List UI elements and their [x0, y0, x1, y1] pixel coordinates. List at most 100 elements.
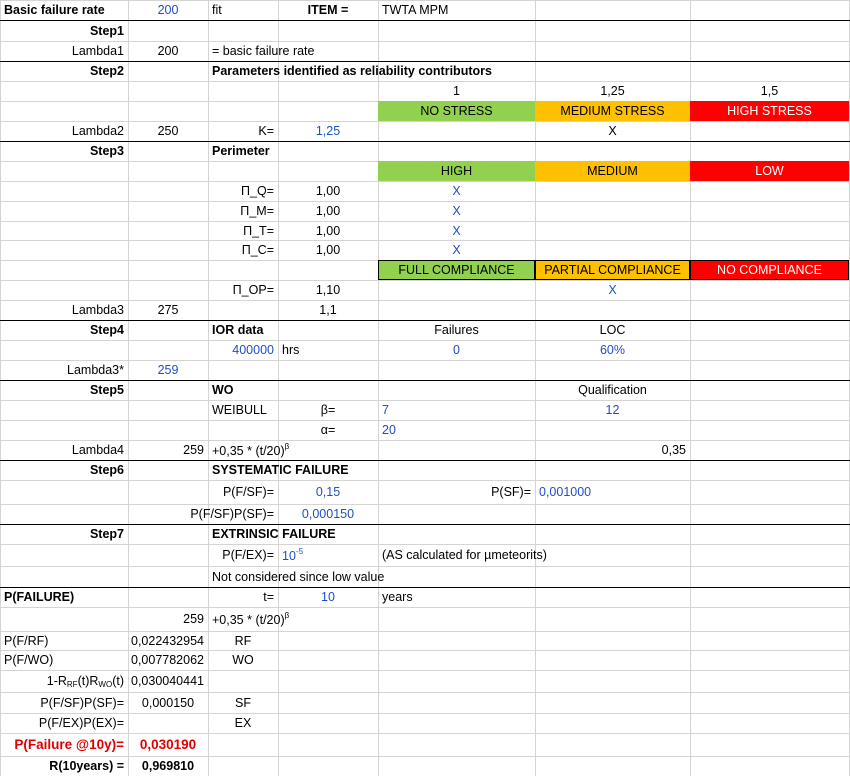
cell: Qualification — [535, 380, 690, 400]
cell: 10 — [278, 587, 378, 607]
cell: 12 — [535, 400, 690, 420]
cell-text: P(F/EX)P(EX)= — [38, 716, 124, 730]
cell: RF — [208, 631, 278, 650]
cell-text: Π_OP= — [232, 283, 274, 297]
cell: α= — [278, 420, 378, 440]
cell-text: = basic failure rate — [212, 44, 315, 58]
grid-line — [0, 480, 850, 481]
cell: P(FAILURE) — [0, 587, 128, 607]
cell-text: 1,25 — [600, 84, 625, 98]
cell: P(F/SF)P(SF)= — [0, 692, 128, 713]
cell-text: NO STRESS — [420, 104, 493, 118]
cell-text: 12 — [605, 403, 620, 417]
cell-text: (t) — [112, 673, 124, 688]
cell: LOC — [535, 320, 690, 340]
cell: Step4 — [0, 320, 128, 340]
cell: TWTA MPM — [378, 0, 535, 20]
cell-text: R(10years) = — [49, 759, 124, 773]
grid-line — [690, 0, 691, 776]
cell: t= — [208, 587, 278, 607]
section-border — [0, 141, 850, 142]
cell-text: Step6 — [89, 463, 124, 477]
cell-text: 1 — [453, 84, 460, 98]
cell-text: P(Failure @10y)= — [14, 737, 124, 752]
cell-text: 1-R — [46, 673, 67, 688]
grid-line — [278, 0, 279, 776]
cell: 20 — [378, 420, 535, 440]
cell: 259 — [128, 360, 208, 380]
cell-text: 259 — [157, 363, 179, 377]
cell: Π_M= — [208, 201, 278, 221]
cell: P(F/EX)= — [208, 544, 278, 566]
cell: IOR data — [208, 320, 278, 340]
cell: NO STRESS — [378, 101, 535, 121]
cell-text: P(SF)= — [491, 485, 531, 499]
cell-text: RF — [234, 633, 252, 648]
cell-text: P(F/SF)= — [222, 485, 274, 499]
cell-text: Lambda3 — [71, 303, 124, 317]
cell-text: WO — [232, 653, 254, 667]
cell-text: X — [452, 223, 461, 238]
cell-text: X — [608, 283, 617, 297]
cell: 400000 — [208, 340, 278, 360]
cell-text: MEDIUM STRESS — [560, 104, 665, 118]
cell-text: P(F/RF) — [4, 633, 49, 648]
cell-text: β — [284, 442, 290, 451]
cell: +0,35 * (t/20)β — [208, 440, 289, 460]
cell-text: 7 — [382, 403, 389, 417]
grid-line — [0, 81, 850, 82]
cell: P(SF)= — [378, 480, 535, 504]
cell: P(F/SF)= — [208, 480, 278, 504]
cell: 1-RRF(t)RWO(t) — [0, 670, 128, 692]
cell: 0 — [378, 340, 535, 360]
cell: 250 — [128, 121, 208, 141]
cell: EXTRINSIC FAILURE — [208, 524, 336, 544]
cell: Step1 — [0, 20, 128, 41]
grid-line — [0, 756, 850, 757]
grid-line — [0, 121, 850, 122]
cell-text: NO COMPLIANCE — [717, 263, 822, 277]
grid-line — [378, 0, 379, 776]
cell: = basic failure rate — [208, 41, 314, 61]
cell-text: P(FAILURE) — [4, 590, 75, 604]
cell: X — [535, 121, 690, 141]
cell: 0,35 — [535, 440, 690, 460]
cell: Parameters identified as reliability con… — [208, 61, 492, 81]
cell: Π_C= — [208, 240, 278, 260]
grid-line — [0, 0, 1, 776]
cell: +0,35 * (t/20)β — [208, 607, 289, 631]
cell-text: 250 — [157, 124, 179, 138]
cell-text: Perimeter — [212, 144, 270, 158]
cell-text: K= — [258, 124, 274, 138]
cell: P(Failure @10y)= — [0, 733, 128, 756]
cell-text: 60% — [599, 343, 626, 357]
cell-text: P(F/EX)= — [222, 548, 274, 562]
cell-text: Basic failure rate — [4, 3, 105, 17]
cell: Step6 — [0, 460, 128, 480]
cell: 0,022432954 — [128, 631, 208, 650]
cell: 1,00 — [278, 201, 378, 221]
cell-text: X — [452, 204, 461, 218]
cell-text: Π_C= — [241, 243, 274, 257]
cell: NO COMPLIANCE — [690, 260, 849, 280]
cell-text: Lambda4 — [71, 443, 124, 457]
section-border — [0, 320, 850, 321]
cell-text: EX — [234, 716, 252, 730]
cell: 1 — [378, 81, 535, 101]
cell-text: Not considered since low value — [212, 569, 385, 584]
cell-text: SF — [235, 695, 251, 710]
cell: fit — [208, 0, 278, 20]
grid-line — [0, 400, 850, 401]
cell-text: Step3 — [89, 144, 124, 158]
grid-line — [0, 300, 850, 301]
cell: Failures — [378, 320, 535, 340]
cell: years — [378, 587, 535, 607]
cell-text: Qualification — [578, 383, 647, 397]
cell-text: 0,001000 — [539, 485, 592, 499]
cell-text: 0,35 — [661, 443, 686, 457]
cell-text: IOR data — [212, 323, 264, 337]
cell: 1,25 — [278, 121, 378, 141]
cell: β= — [278, 400, 378, 420]
cell: Lambda4 — [0, 440, 128, 460]
